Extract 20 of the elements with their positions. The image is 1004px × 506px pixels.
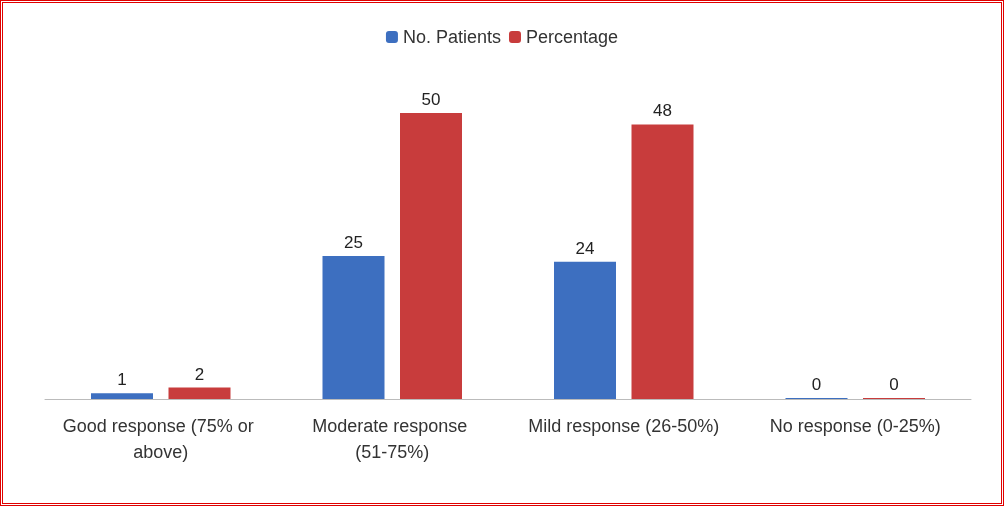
data-label: 50 xyxy=(421,90,441,109)
data-label: 2 xyxy=(194,364,205,384)
x-tick-label: Moderate response (51-75%) xyxy=(312,416,473,462)
bar xyxy=(631,124,694,399)
bar xyxy=(400,113,462,399)
data-label: 0 xyxy=(889,375,899,394)
data-label: 1 xyxy=(117,370,127,390)
bar xyxy=(168,387,231,399)
bar xyxy=(322,256,385,399)
data-label: 48 xyxy=(653,101,672,121)
data-label: 0 xyxy=(811,375,822,394)
bar xyxy=(554,261,616,399)
data-label: 24 xyxy=(575,238,595,258)
x-tick-label: Good response (75% or above) xyxy=(62,416,259,462)
data-label: 25 xyxy=(344,233,363,252)
x-tick-label: No response (0-25%) xyxy=(769,416,941,436)
legend-label: Percentage xyxy=(525,27,619,47)
x-tick-label: Mild response (26-50%) xyxy=(528,416,720,436)
legend-label: No. Patients xyxy=(402,27,501,47)
bar xyxy=(91,393,153,399)
